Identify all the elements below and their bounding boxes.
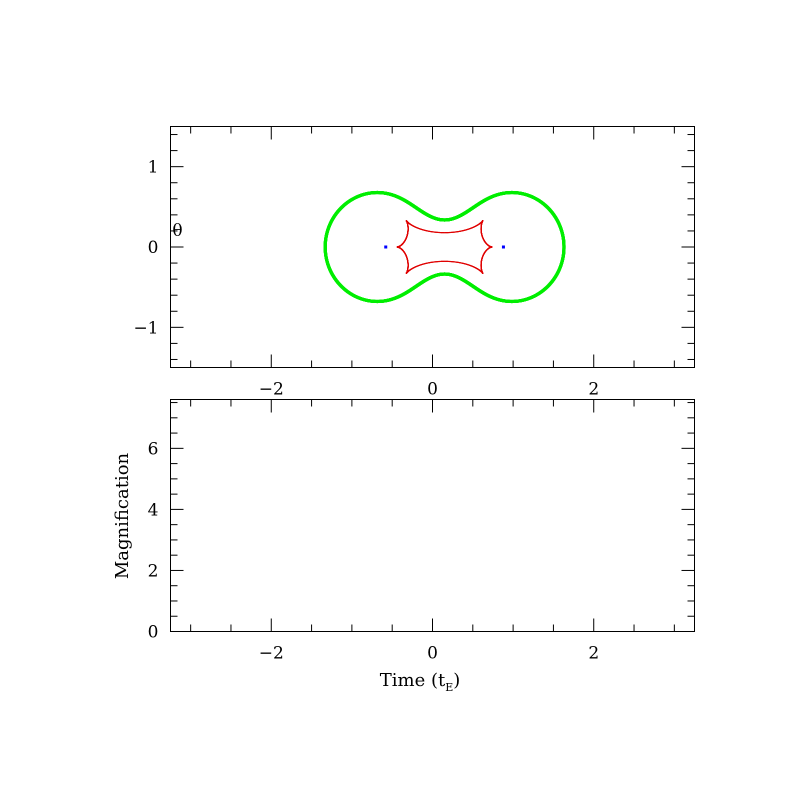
- caustic-panel-curves: [323, 190, 566, 304]
- critical-curve-point: [562, 245, 566, 249]
- caustic-y-tick-label: 0: [148, 238, 159, 258]
- caustic-panel-frame: [170, 126, 695, 368]
- caustic-panel-tick-labels: −2 0 2 −1 0 1: [133, 158, 599, 400]
- critical-curve-point: [323, 245, 327, 249]
- caustic-x-tick-label: 2: [588, 380, 599, 400]
- caustic-panel-ticks: [170, 126, 695, 368]
- caustic-y-tick-label: 1: [148, 158, 159, 178]
- critical-curve-point: [442, 272, 446, 276]
- caustic-x-tick-label: 0: [427, 380, 438, 400]
- critical-curve-point: [443, 218, 447, 222]
- curve-layer: [323, 190, 566, 304]
- caustic-x-tick-label: −2: [259, 380, 284, 400]
- caustic-panel: −2 0 2−101 θ: [133, 126, 695, 400]
- caustic-y-tick-label: −1: [133, 318, 158, 338]
